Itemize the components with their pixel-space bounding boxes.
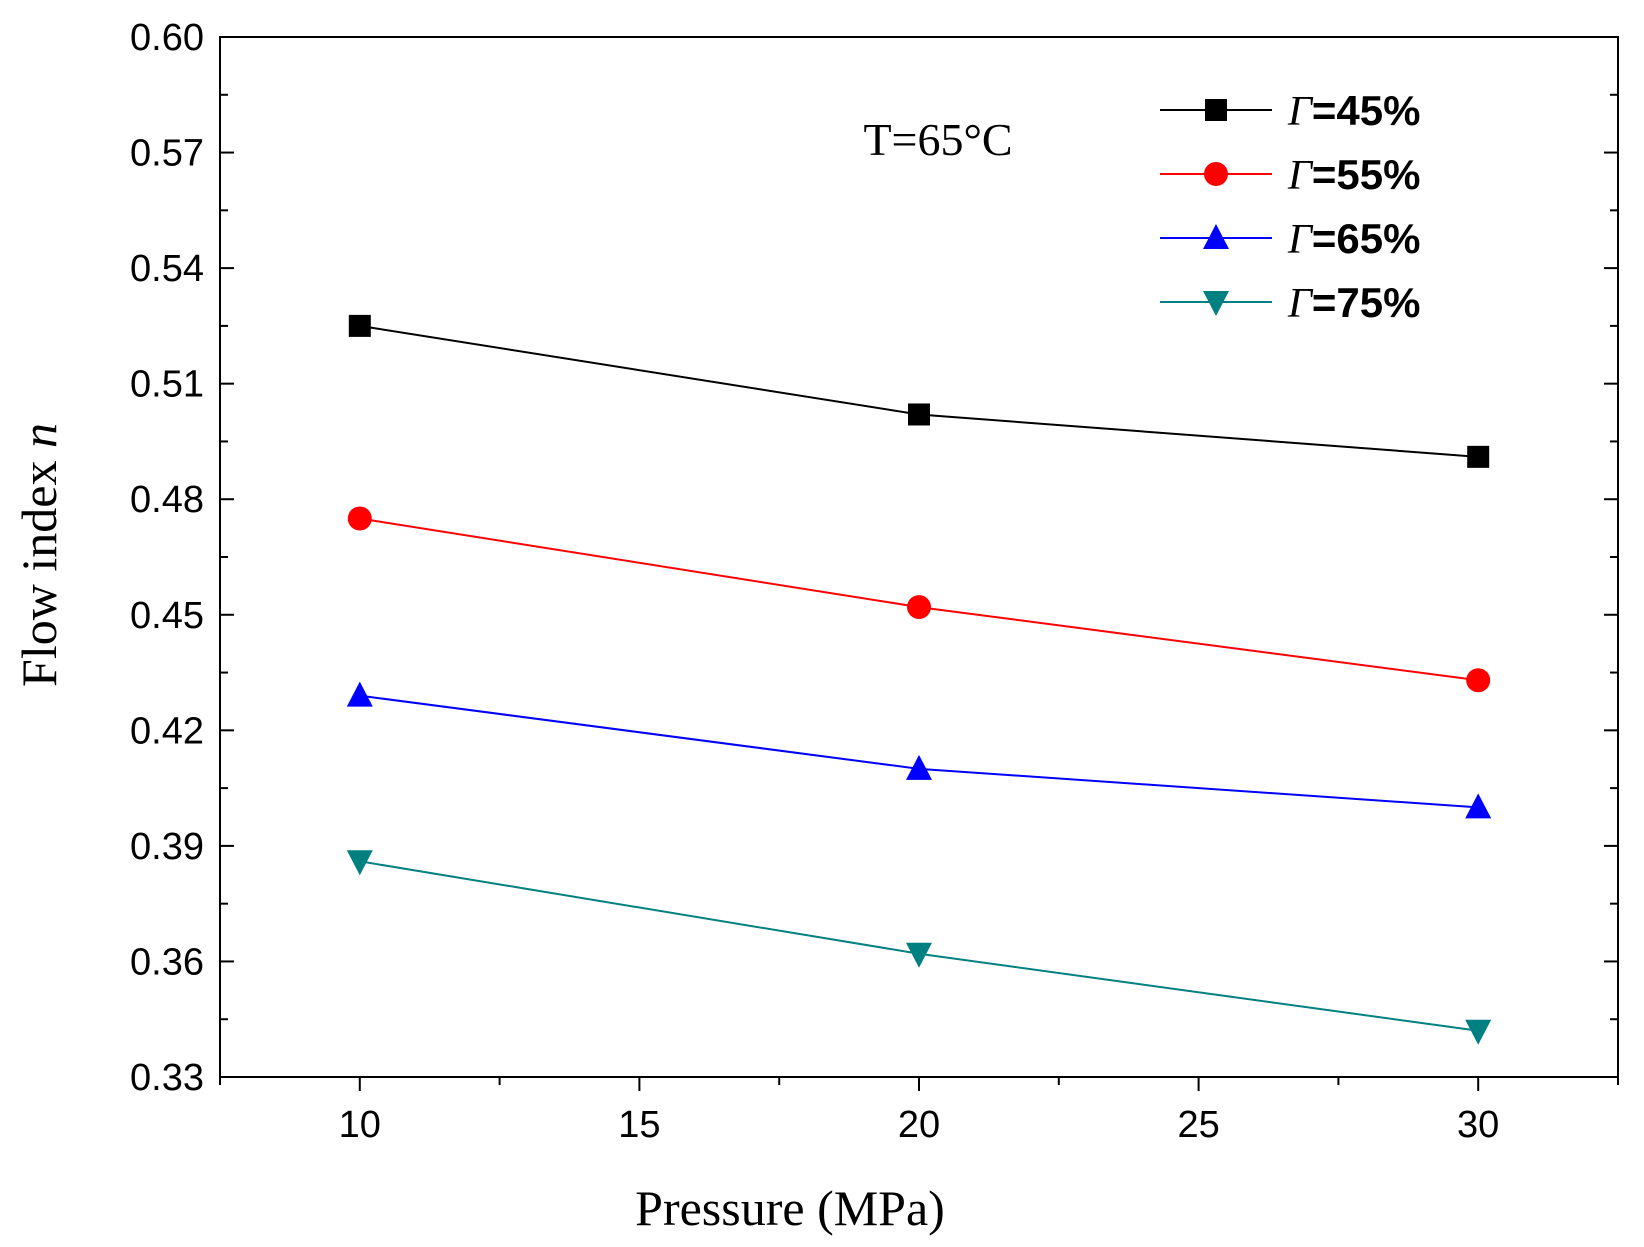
legend-marker: [1203, 224, 1229, 249]
series-line: [359, 694, 1479, 809]
data-point: [346, 681, 373, 707]
y-axis-title: Flow index n: [11, 423, 67, 687]
data-point: [907, 595, 931, 620]
y-tick-label: 0.54: [130, 248, 204, 290]
legend-label: Γ=75%: [1287, 279, 1421, 327]
x-tick-label: 20: [898, 1104, 940, 1146]
legend-label: Γ=45%: [1287, 87, 1421, 135]
legend-label: Γ=65%: [1287, 215, 1421, 263]
y-axis-title-symbol: n: [11, 423, 67, 448]
axes: 0.33 0.36 0.39 0.42 0.45 0.48 0.51 0.54 0.57 0.60…: [130, 17, 1619, 1146]
data-point: [1466, 668, 1491, 693]
y-tick-label: 0.39: [130, 826, 204, 868]
series-1: [348, 314, 1490, 468]
legend-symbol: Γ: [1287, 153, 1314, 199]
y-tick-label: 0.60: [130, 17, 204, 59]
y-tick-label: 0.51: [130, 364, 204, 406]
series-layer: [346, 314, 1492, 1045]
series-4: [346, 850, 1492, 1045]
series-3: [346, 681, 1492, 819]
legend-marker: [1203, 291, 1229, 316]
data-point: [1465, 793, 1492, 819]
legend-item: Γ=65%: [1160, 215, 1421, 263]
legend-value: =45%: [1312, 87, 1421, 134]
data-point: [906, 942, 932, 968]
data-point: [348, 314, 371, 337]
x-tick-label: 25: [1177, 1104, 1219, 1146]
legend-symbol: Γ: [1287, 281, 1314, 327]
legend-marker: [1205, 99, 1227, 121]
y-tick-label: 0.33: [130, 1057, 204, 1099]
x-tick-label: 10: [339, 1104, 381, 1146]
legend-value: =55%: [1312, 151, 1421, 198]
y-tick-label: 0.45: [130, 595, 204, 637]
data-point: [346, 850, 373, 876]
legend-item: Γ=45%: [1160, 87, 1421, 135]
temperature-annotation: T=65°C: [863, 114, 1012, 165]
legend-label: Γ=55%: [1287, 151, 1421, 199]
y-tick-label: 0.48: [130, 479, 204, 521]
x-tick-label: 15: [618, 1104, 660, 1146]
legend-item: Γ=75%: [1160, 279, 1421, 327]
legend-item: Γ=55%: [1160, 151, 1421, 199]
data-point: [1465, 1019, 1492, 1045]
data-point: [908, 403, 930, 426]
y-axis-title-text: Flow index: [11, 461, 67, 687]
x-tick-label: 30: [1457, 1104, 1499, 1146]
legend-symbol: Γ: [1287, 89, 1314, 135]
data-point: [906, 754, 932, 780]
legend-marker: [1204, 162, 1228, 186]
legend: Γ=45%Γ=55%Γ=65%Γ=75%: [1160, 87, 1421, 327]
data-point: [1467, 445, 1490, 468]
data-point: [347, 506, 372, 531]
x-axis-title: Pressure (MPa): [635, 1180, 945, 1236]
series-line: [359, 324, 1479, 458]
legend-value: =75%: [1312, 279, 1421, 326]
y-tick-label: 0.57: [130, 133, 204, 175]
legend-value: =65%: [1312, 215, 1421, 262]
y-tick-label: 0.42: [130, 710, 204, 752]
y-tick-label: 0.36: [130, 941, 204, 983]
legend-symbol: Γ: [1287, 217, 1314, 263]
series-2: [347, 506, 1491, 693]
